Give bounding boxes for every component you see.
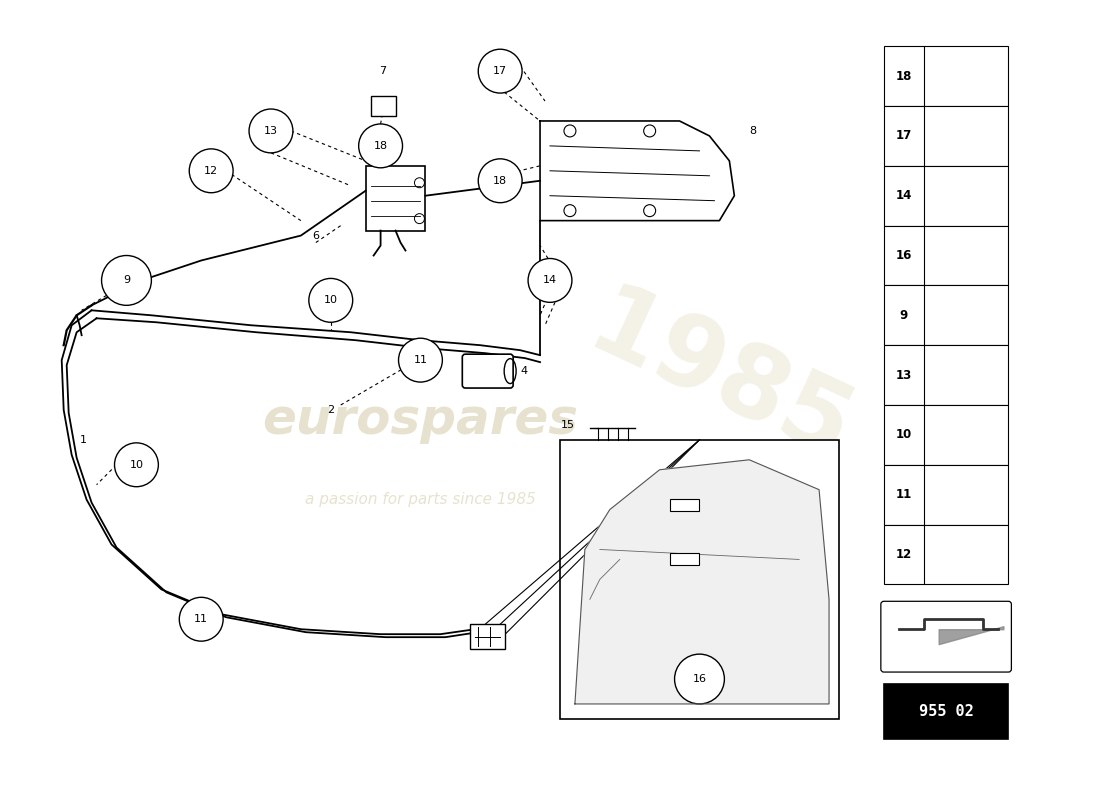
Text: a passion for parts since 1985: a passion for parts since 1985 xyxy=(305,492,536,507)
FancyBboxPatch shape xyxy=(881,602,1011,672)
Circle shape xyxy=(179,598,223,641)
FancyBboxPatch shape xyxy=(883,525,1009,584)
Text: 15: 15 xyxy=(561,420,575,430)
Text: 955 02: 955 02 xyxy=(918,704,974,719)
FancyBboxPatch shape xyxy=(670,498,700,510)
Text: 3: 3 xyxy=(653,554,660,565)
Circle shape xyxy=(359,124,403,168)
Circle shape xyxy=(398,338,442,382)
Text: 5: 5 xyxy=(544,266,552,275)
Circle shape xyxy=(478,159,522,202)
Text: 1985: 1985 xyxy=(573,278,866,483)
FancyBboxPatch shape xyxy=(883,286,1009,345)
Text: 9: 9 xyxy=(900,309,908,322)
FancyBboxPatch shape xyxy=(883,166,1009,226)
Circle shape xyxy=(674,654,725,704)
Polygon shape xyxy=(540,121,735,221)
Text: 11: 11 xyxy=(195,614,208,624)
Text: 18: 18 xyxy=(374,141,387,151)
FancyBboxPatch shape xyxy=(471,624,505,649)
Text: 8: 8 xyxy=(749,126,757,136)
Text: 18: 18 xyxy=(493,176,507,186)
Text: 12: 12 xyxy=(895,548,912,561)
Text: 17: 17 xyxy=(493,66,507,76)
FancyBboxPatch shape xyxy=(365,166,426,230)
Text: 12: 12 xyxy=(205,166,218,176)
Text: 6: 6 xyxy=(312,230,319,241)
FancyBboxPatch shape xyxy=(670,554,700,566)
Text: 16: 16 xyxy=(895,249,912,262)
Text: 1: 1 xyxy=(79,435,87,445)
Text: 11: 11 xyxy=(414,355,428,365)
FancyBboxPatch shape xyxy=(883,46,1009,106)
Text: eurospares: eurospares xyxy=(263,396,579,444)
FancyBboxPatch shape xyxy=(560,440,839,719)
FancyBboxPatch shape xyxy=(883,226,1009,286)
Text: 10: 10 xyxy=(323,295,338,306)
Text: 18: 18 xyxy=(895,70,912,82)
Circle shape xyxy=(101,255,152,306)
Text: 2: 2 xyxy=(327,405,334,415)
Text: 11: 11 xyxy=(895,488,912,501)
Circle shape xyxy=(309,278,353,322)
Text: 14: 14 xyxy=(543,275,557,286)
Text: 10: 10 xyxy=(130,460,143,470)
FancyBboxPatch shape xyxy=(371,96,396,116)
Text: 9: 9 xyxy=(123,275,130,286)
FancyBboxPatch shape xyxy=(883,684,1009,739)
FancyBboxPatch shape xyxy=(883,465,1009,525)
Text: 13: 13 xyxy=(895,369,912,382)
Text: 17: 17 xyxy=(895,130,912,142)
Circle shape xyxy=(114,443,158,486)
Text: 14: 14 xyxy=(895,190,912,202)
FancyBboxPatch shape xyxy=(883,345,1009,405)
Text: 10: 10 xyxy=(895,428,912,442)
Text: 4: 4 xyxy=(520,366,527,376)
Text: 7: 7 xyxy=(379,66,386,76)
FancyBboxPatch shape xyxy=(883,106,1009,166)
Text: 16: 16 xyxy=(693,674,706,684)
Text: 3: 3 xyxy=(653,500,660,510)
FancyBboxPatch shape xyxy=(883,405,1009,465)
Circle shape xyxy=(478,50,522,93)
Polygon shape xyxy=(575,460,829,704)
Text: 13: 13 xyxy=(264,126,278,136)
FancyBboxPatch shape xyxy=(462,354,513,388)
Circle shape xyxy=(528,258,572,302)
Circle shape xyxy=(249,109,293,153)
Circle shape xyxy=(189,149,233,193)
